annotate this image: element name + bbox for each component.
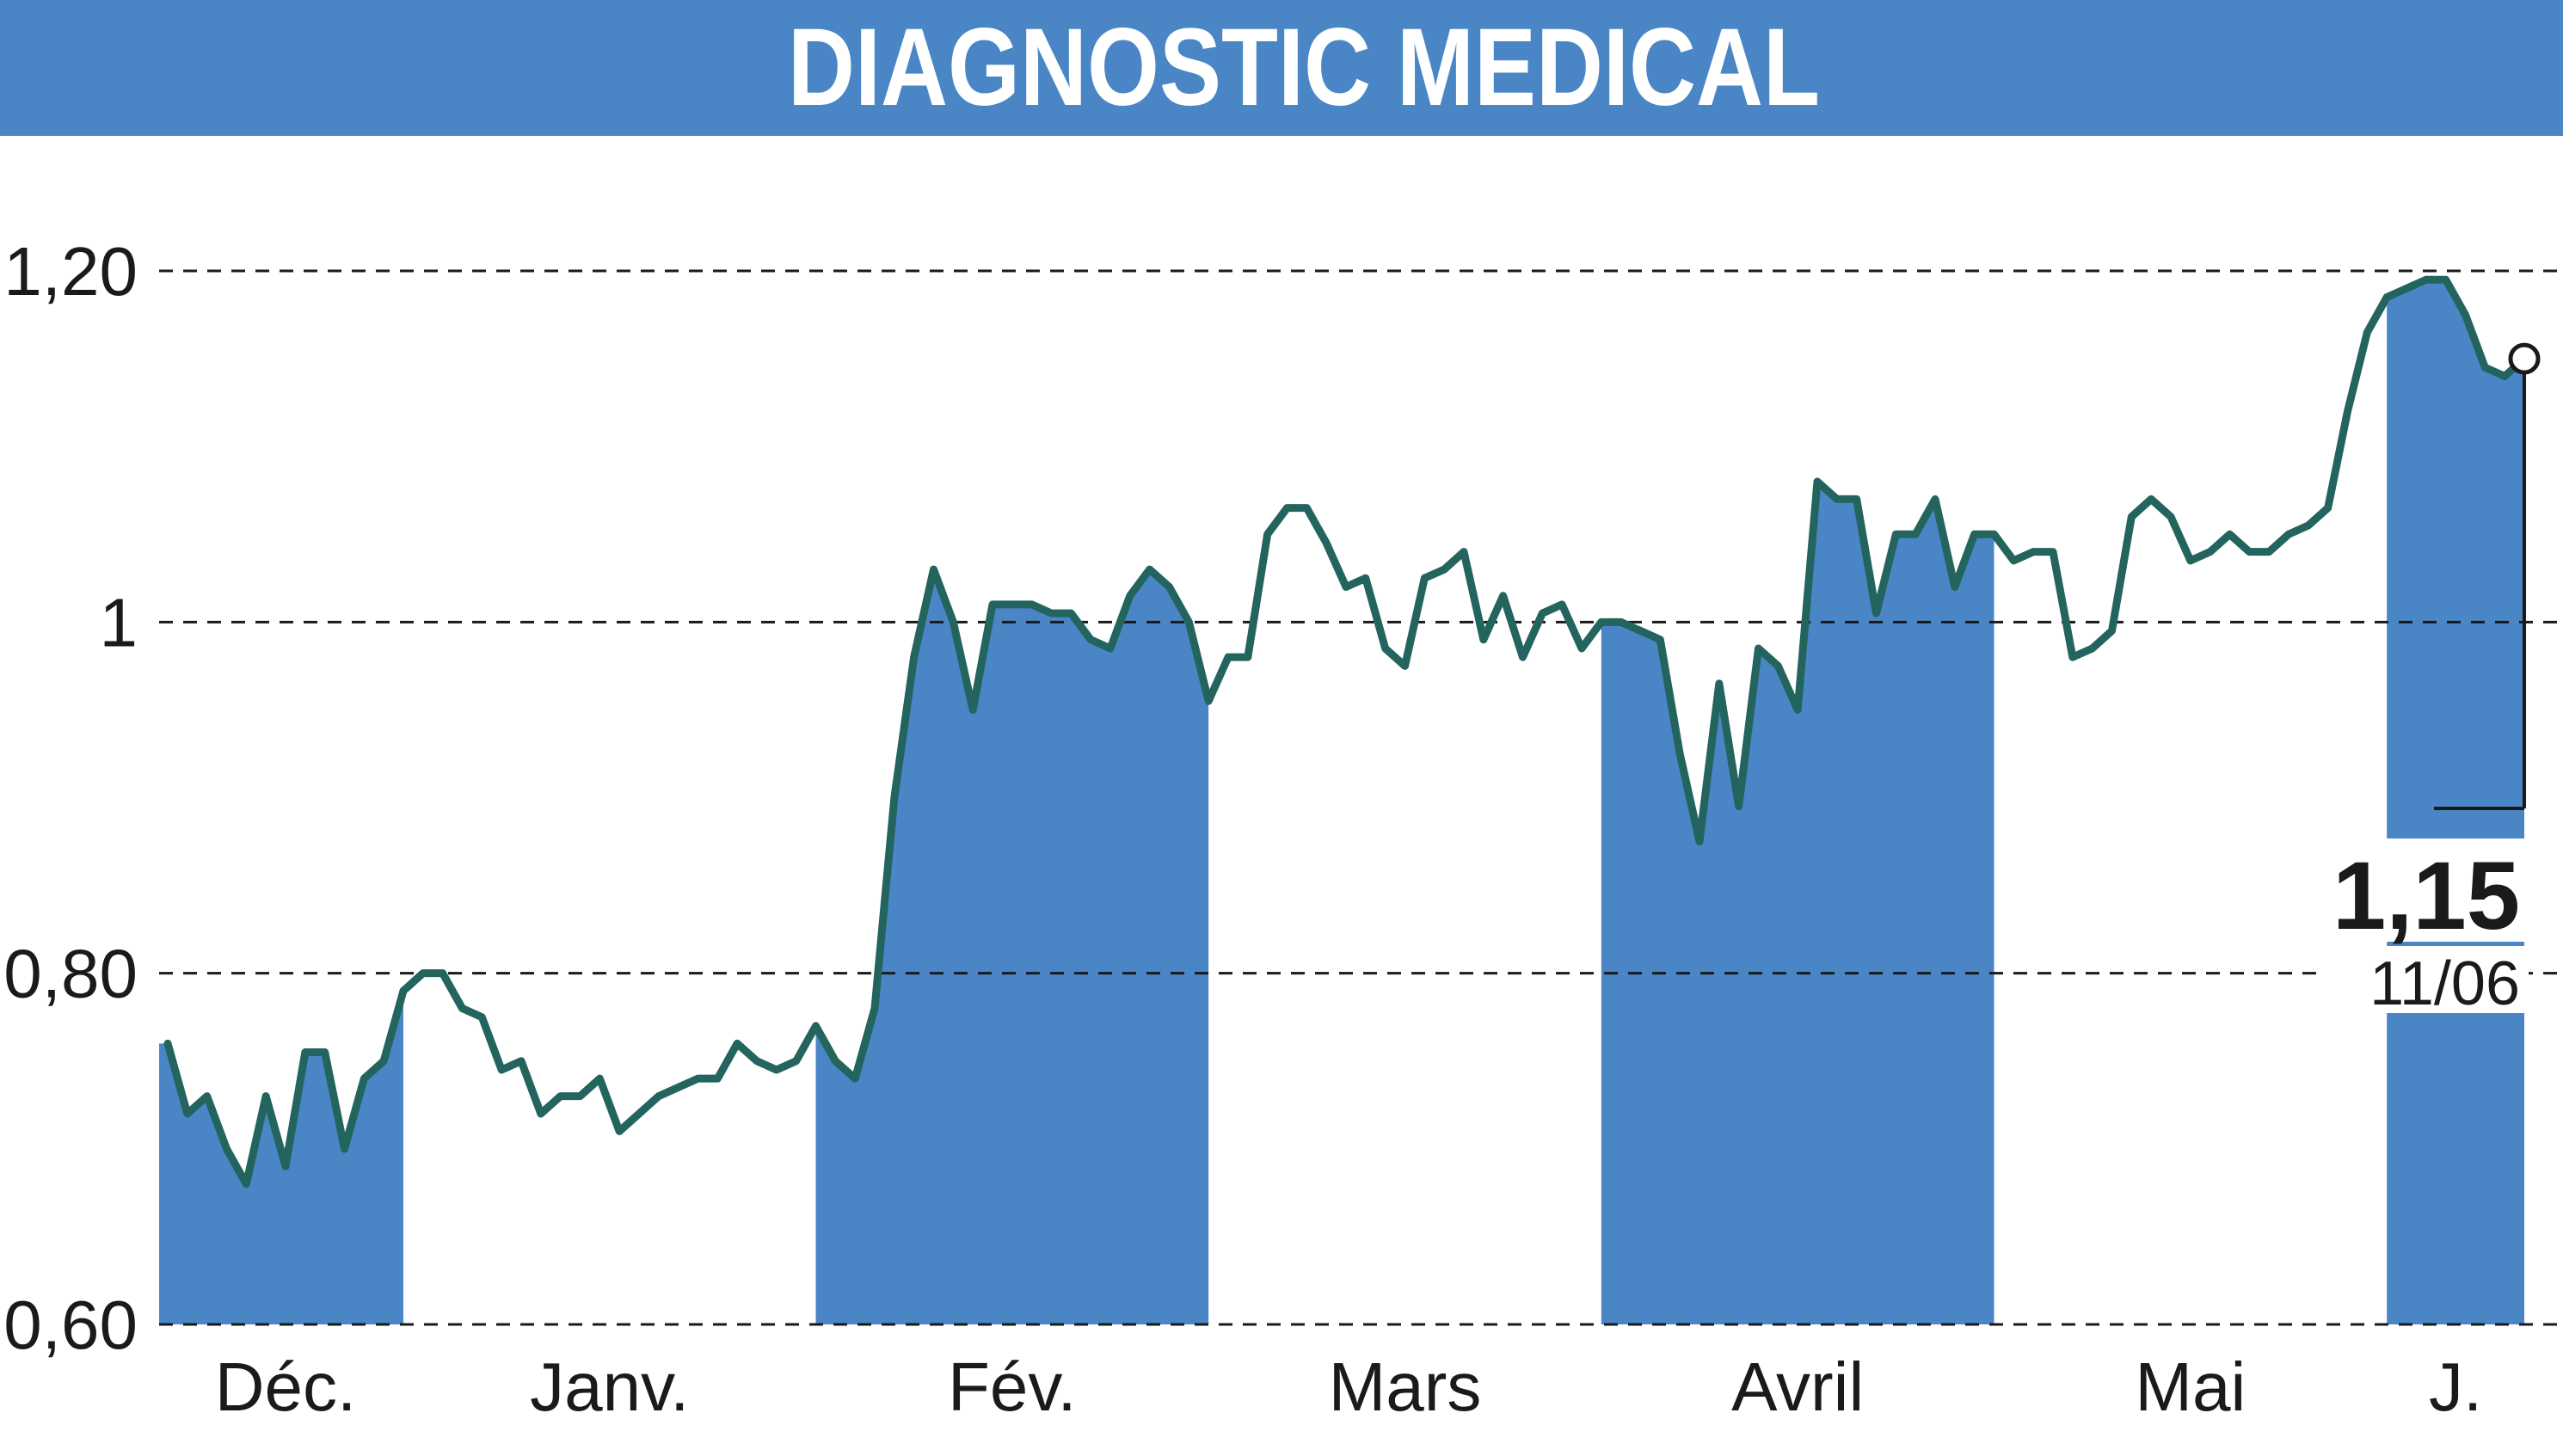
price-series: [163, 275, 2541, 1189]
month-label-1: Janv.: [530, 1348, 689, 1425]
month-bands: [159, 280, 2524, 1324]
x-axis-months: Déc. Janv. Fév. Mars Avril Mai J.: [215, 1348, 2482, 1425]
month-label-4: Avril: [1731, 1348, 1864, 1425]
month-label-5: Mai: [2135, 1348, 2246, 1425]
callout-mask-date: [2322, 946, 2529, 1013]
chart-title: DIAGNOSTIC MEDICAL: [788, 6, 1820, 129]
y-axis-ticks: 1,20 1 0,80 0,60: [3, 233, 138, 1363]
y-tick-label-1: 1: [100, 584, 138, 660]
y-tick-label-0: 1,20: [3, 233, 138, 310]
last-price-callout: 1,15 11/06: [2322, 372, 2529, 1018]
month-band-6: [2387, 280, 2524, 1324]
month-label-2: Fév.: [948, 1348, 1077, 1425]
last-point-marker: [2508, 342, 2541, 375]
grid-lines: [159, 269, 2563, 1326]
last-price-date: 11/06: [2369, 949, 2520, 1018]
month-label-3: Mars: [1329, 1348, 1482, 1425]
month-band-2: [815, 569, 1209, 1324]
month-label-6: J.: [2429, 1348, 2482, 1425]
price-line: [163, 275, 2529, 1189]
y-tick-label-2: 0,80: [3, 936, 138, 1012]
callout-mask-value: [2322, 839, 2529, 942]
banner: [0, 0, 2563, 136]
month-band-4: [1601, 482, 1994, 1324]
y-tick-label-3: 0,60: [3, 1287, 138, 1363]
month-label-0: Déc.: [215, 1348, 357, 1425]
last-price-value: 1,15: [2333, 842, 2520, 949]
